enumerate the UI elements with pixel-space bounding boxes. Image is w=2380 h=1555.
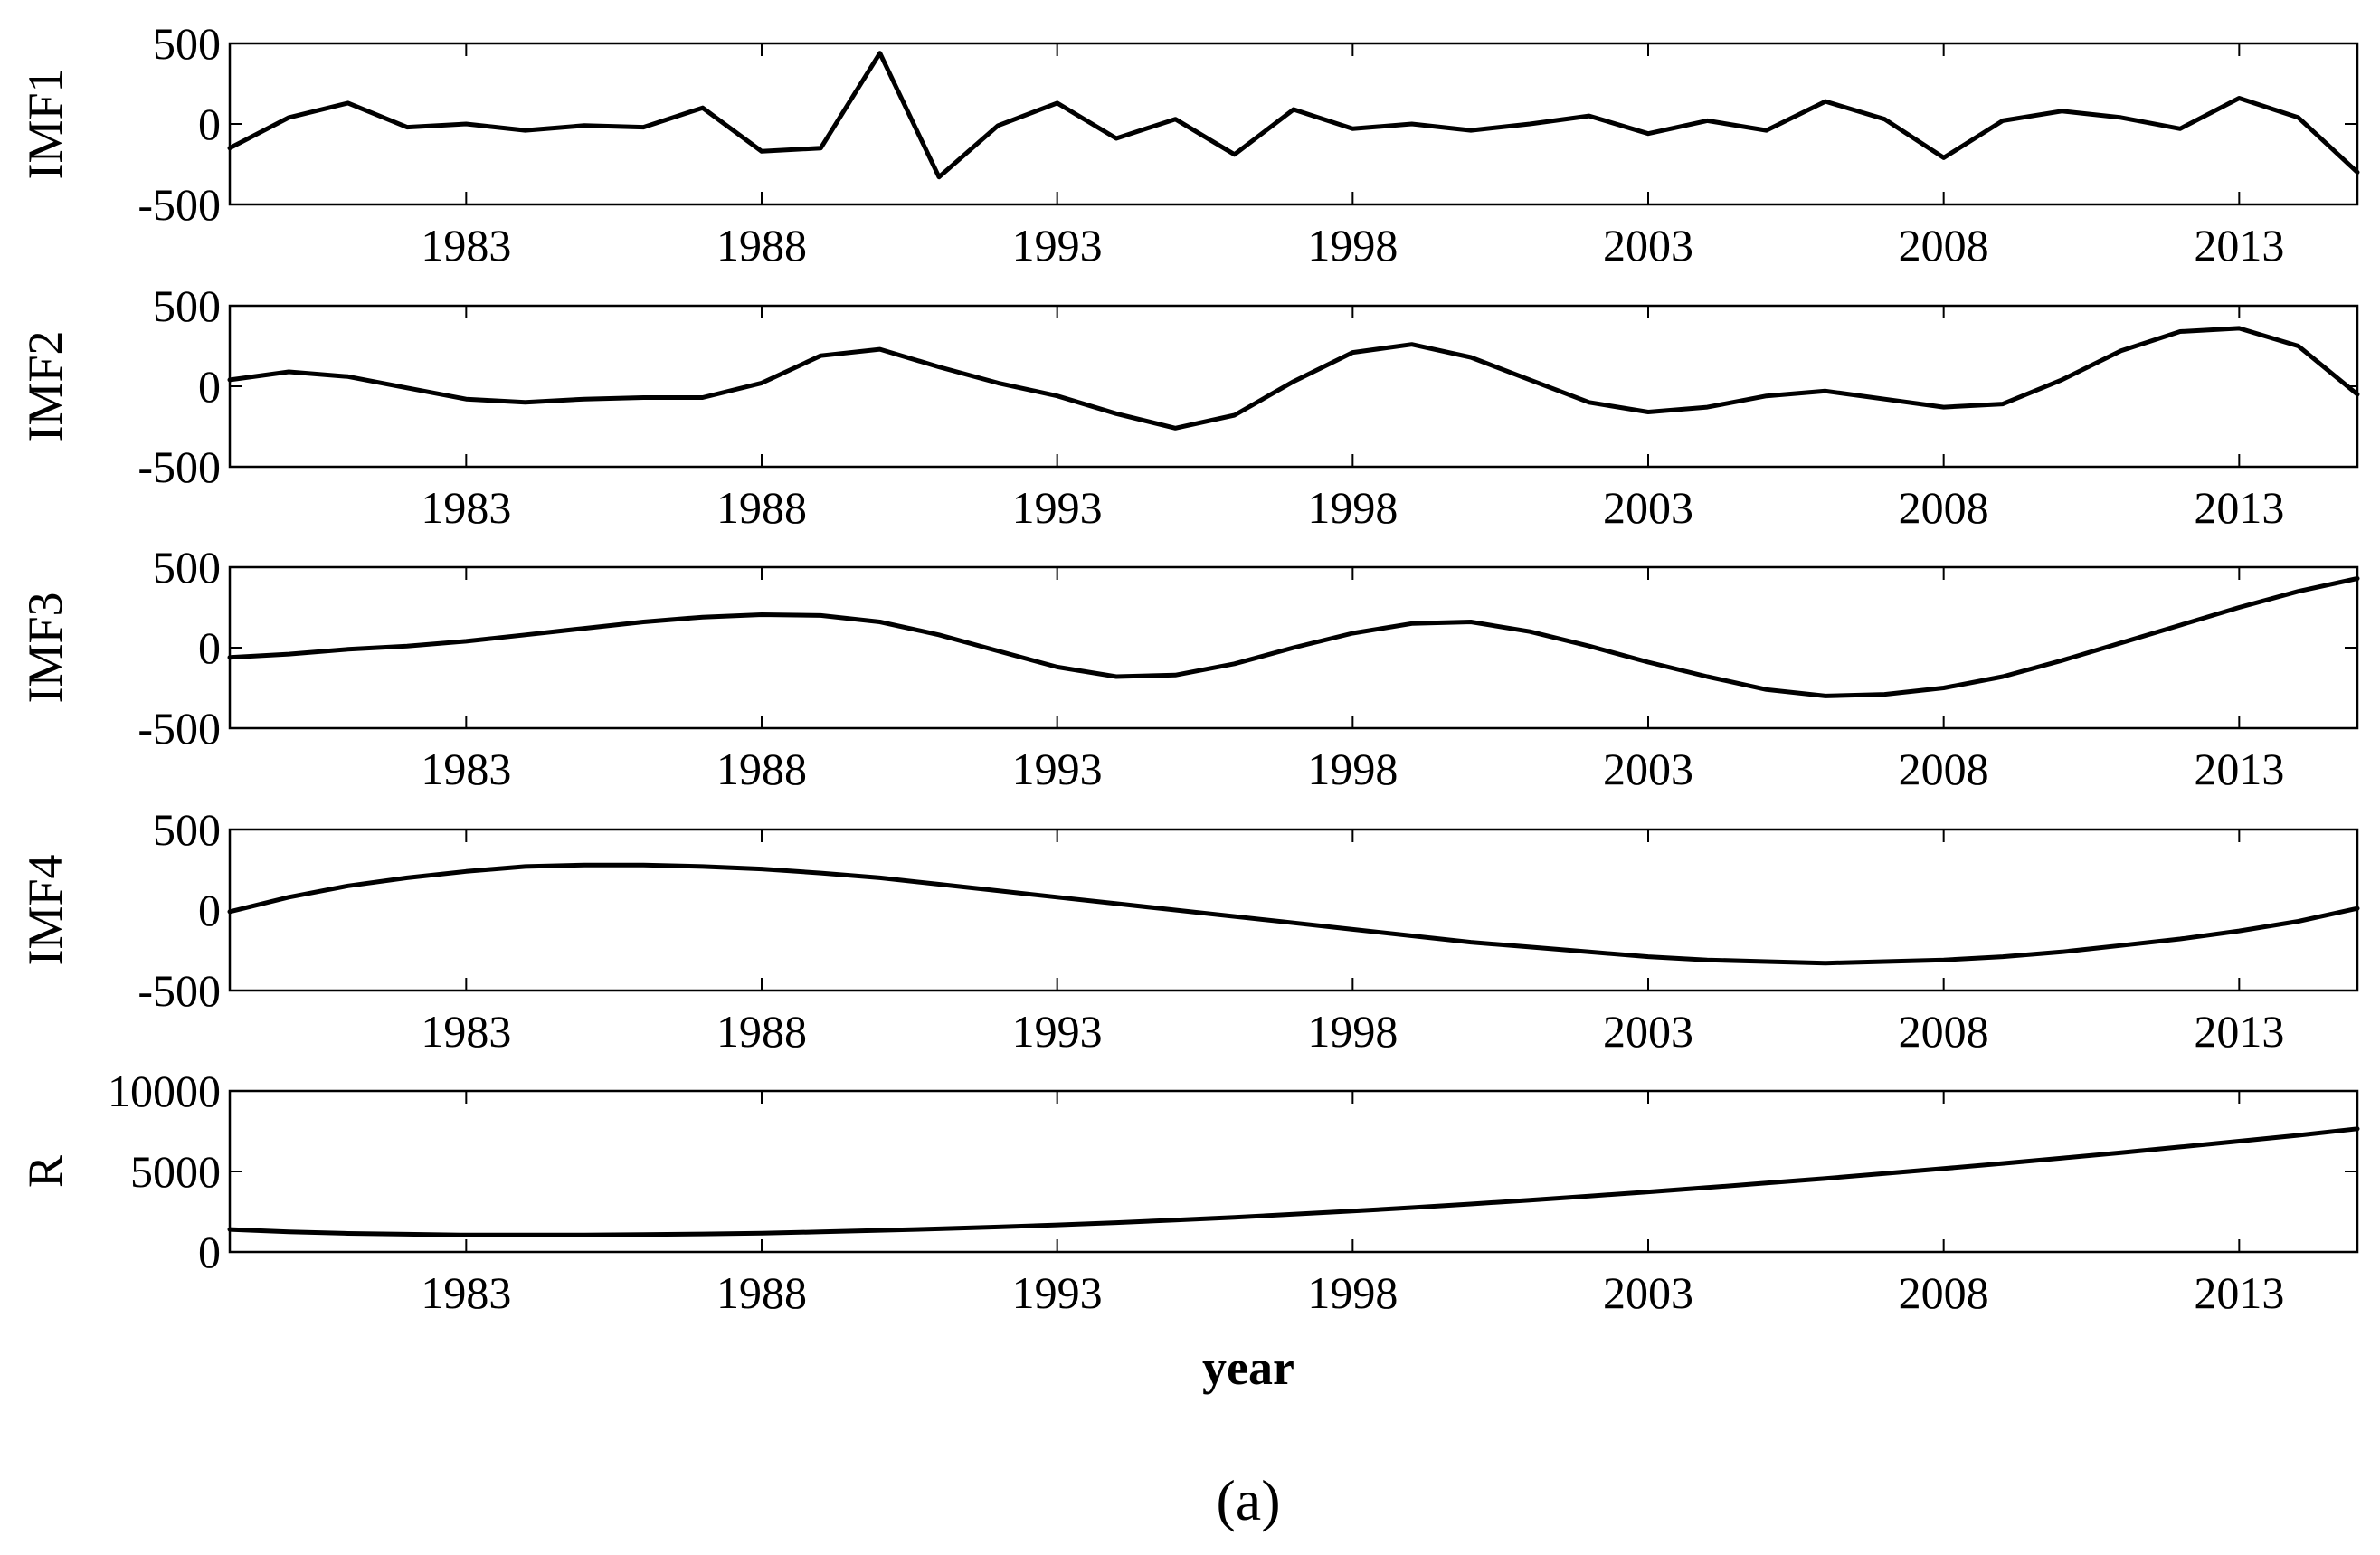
x-tick-label: 2008 [1899,1267,1989,1318]
x-tick-label: 2003 [1603,1006,1693,1057]
x-tick-label: 1998 [1307,482,1398,533]
caption-label: (a) [1216,1468,1280,1532]
x-tick-label: 1983 [421,1267,511,1318]
y-axis-label: R [18,1155,72,1188]
x-tick-label: 1998 [1307,1006,1398,1057]
x-tick-label: 2003 [1603,220,1693,270]
y-tick-label: 500 [153,280,221,331]
x-tick-label: 1983 [421,482,511,533]
x-tick-label: 1988 [716,744,807,794]
y-tick-label: 500 [153,18,221,69]
y-tick-label: 0 [198,99,221,149]
x-tick-label: 1993 [1012,482,1103,533]
panel-5: 1983 1988 1993 1998 2003 2008 2013 10000 5000 0 Ry… [18,1066,2360,1395]
series-line [227,1126,2360,1237]
series-line [227,576,2360,698]
x-tick-label: 1988 [716,220,807,270]
y-tick-label: 500 [153,542,221,593]
y-tick-label: -500 [137,441,221,492]
y-tick-label: 0 [198,1227,221,1277]
y-tick-label: 10000 [108,1066,221,1116]
y-tick-label: 0 [198,622,221,673]
x-tick-label: 1998 [1307,744,1398,794]
x-tick-label: 2013 [2194,1006,2284,1057]
x-tick-label: 1988 [716,482,807,533]
x-tick-label: 2008 [1899,220,1989,270]
x-tick-label: 2003 [1603,482,1693,533]
panel-2: 1983 1988 1993 1998 2003 2008 2013 500 0 -500 IMF2 [18,280,2360,533]
panel-4: 1983 1988 1993 1998 2003 2008 2013 500 0 -500 IMF4 [18,804,2360,1057]
x-tick-label: 1983 [421,1006,511,1057]
x-tick-label: 1993 [1012,744,1103,794]
x-tick-label: 1983 [421,220,511,270]
series-line [227,862,2360,966]
x-axis-label: year [1202,1341,1294,1395]
plot-frame [228,1089,2359,1254]
x-tick-label: 2013 [2194,1267,2284,1318]
x-tick-label: 2008 [1899,1006,1989,1057]
series-line [227,326,2360,431]
x-tick-label: 1993 [1012,1267,1103,1318]
y-axis-label: IMF3 [18,592,72,703]
plot-frame [228,828,2359,992]
panel-1: 1983 1988 1993 1998 2003 2008 2013 500 0 -500 IMF1 [18,18,2360,270]
x-tick-label: 2013 [2194,220,2284,270]
x-tick-label: 2013 [2194,482,2284,533]
y-tick-label: 500 [153,804,221,855]
plot-frame [228,304,2359,469]
y-tick-label: -500 [137,703,221,754]
y-tick-label: -500 [137,965,221,1016]
x-tick-label: 1988 [716,1267,807,1318]
x-tick-label: 1993 [1012,1006,1103,1057]
series-line [227,51,2360,180]
y-tick-label: 0 [198,361,221,412]
x-tick-label: 1988 [716,1006,807,1057]
x-tick-label: 1998 [1307,220,1398,270]
x-tick-label: 2013 [2194,744,2284,794]
x-tick-label: 1993 [1012,220,1103,270]
x-tick-label: 2008 [1899,482,1989,533]
plot-frame [228,42,2359,206]
x-tick-label: 2003 [1603,744,1693,794]
x-tick-label: 2003 [1603,1267,1693,1318]
y-axis-label: IMF4 [18,854,72,965]
panel-3: 1983 1988 1993 1998 2003 2008 2013 500 0 -500 IMF3 [18,542,2360,794]
y-tick-label: -500 [137,179,221,230]
y-axis-label: IMF1 [18,68,72,179]
x-tick-label: 2008 [1899,744,1989,794]
x-tick-label: 1983 [421,744,511,794]
y-axis-label: IMF2 [18,330,72,441]
y-tick-label: 0 [198,885,221,935]
x-tick-label: 1998 [1307,1267,1398,1318]
y-tick-label: 5000 [130,1146,221,1197]
